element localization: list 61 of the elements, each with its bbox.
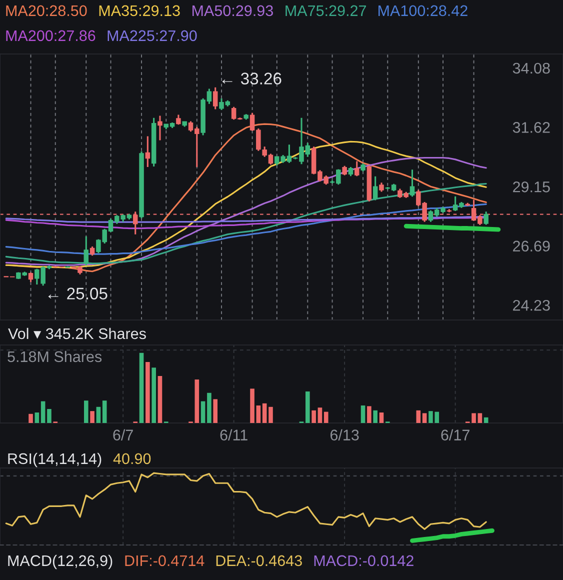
bar: [207, 392, 212, 423]
bar: [213, 399, 218, 423]
candlestick: [379, 182, 384, 192]
bar: [324, 412, 328, 423]
bar: [200, 401, 206, 423]
bar: [40, 401, 46, 423]
annotation: ← 33.26: [222, 72, 282, 84]
y-tick-label: 29.15: [513, 182, 550, 192]
bar: [312, 410, 316, 423]
text: MA50:29.93: [192, 5, 273, 16]
annotation: ← 25.05: [48, 288, 108, 300]
bar: [250, 388, 254, 423]
bar: [90, 411, 94, 423]
text: MA225:27.90: [108, 30, 197, 42]
chart-title: Vol ▾ 345.2K Shares: [8, 328, 146, 340]
text: MA35:29.13: [99, 5, 180, 16]
bar: [305, 391, 310, 423]
text: MA100:28.42: [378, 5, 468, 16]
y-tick-label: 24.23: [513, 300, 550, 311]
chart-title: RSI(14,14,14): [8, 452, 102, 468]
bar: [28, 414, 33, 423]
bar: [373, 410, 378, 423]
bar: [416, 410, 421, 423]
text: MACD(12,26,9): [8, 554, 112, 570]
bar: [478, 413, 482, 423]
bar: [139, 352, 144, 423]
bar: [84, 400, 88, 423]
y-tick-label: 31.62: [512, 122, 550, 133]
bar: [379, 412, 384, 423]
line-series: [5, 182, 487, 264]
bar: [102, 400, 107, 423]
bar: [422, 413, 427, 423]
bar: [146, 362, 150, 423]
legend-label: DEA:-0.4643: [216, 555, 302, 566]
bar: [262, 403, 267, 423]
x-tick-label: 6/7: [113, 429, 133, 440]
series-label: 40.90: [113, 453, 151, 464]
annotation: 5.18M Shares: [8, 350, 102, 362]
text: MA75:29.27: [286, 5, 366, 16]
bar: [318, 408, 322, 423]
x-tick-label: 6/11: [220, 429, 248, 440]
bar: [34, 412, 40, 423]
bar: [484, 417, 488, 423]
bar: [152, 368, 156, 423]
x-tick-label: 6/13: [330, 429, 359, 440]
line-series: [5, 203, 487, 255]
text: MA20:28.50: [6, 5, 87, 16]
bar: [96, 406, 101, 423]
y-tick-label: 34.08: [512, 62, 550, 74]
text: MA200:27.86: [6, 30, 96, 42]
legend-label: DIF:-0.4714: [125, 555, 204, 566]
bar: [256, 405, 261, 423]
bar: [268, 406, 273, 423]
bar: [47, 408, 52, 423]
y-tick-label: 26.69: [513, 240, 550, 252]
bar: [158, 376, 162, 423]
bar: [367, 406, 372, 423]
candlestick: [158, 116, 162, 140]
bar: [360, 405, 366, 423]
x-tick-label: 6/17: [441, 429, 470, 440]
legend-label: MACD:-0.0142: [314, 555, 414, 566]
